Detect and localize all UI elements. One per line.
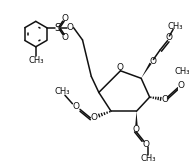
Text: O: O	[61, 33, 68, 42]
Text: CH₃: CH₃	[28, 56, 43, 65]
Polygon shape	[135, 111, 138, 125]
Text: O: O	[117, 63, 124, 73]
Text: O: O	[67, 23, 74, 32]
Text: CH₃: CH₃	[175, 67, 189, 76]
Polygon shape	[141, 63, 152, 78]
Text: S: S	[55, 23, 61, 33]
Text: O: O	[150, 57, 157, 66]
Text: O: O	[133, 125, 140, 134]
Text: O: O	[142, 140, 149, 149]
Text: CH₃: CH₃	[54, 87, 70, 96]
Text: CH₃: CH₃	[167, 22, 183, 31]
Text: O: O	[91, 113, 98, 122]
Text: CH₃: CH₃	[140, 154, 156, 163]
Text: O: O	[73, 102, 80, 111]
Text: O: O	[177, 81, 184, 90]
Text: O: O	[61, 14, 68, 23]
Text: O: O	[161, 94, 168, 104]
Text: O: O	[166, 33, 173, 42]
